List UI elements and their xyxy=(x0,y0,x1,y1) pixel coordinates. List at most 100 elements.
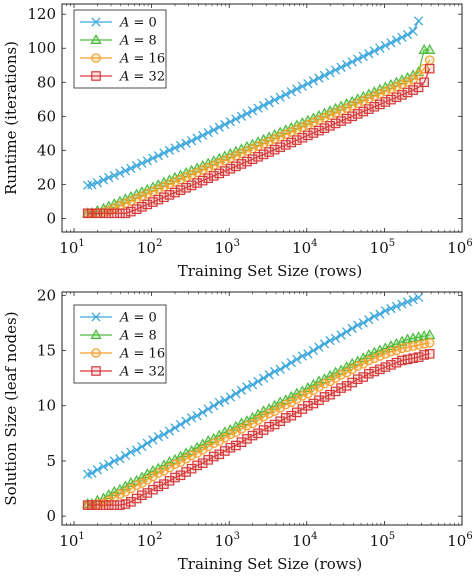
data-point xyxy=(269,419,280,430)
data-point xyxy=(153,184,164,194)
data-point xyxy=(369,353,380,364)
legend-box xyxy=(73,9,167,89)
data-point xyxy=(264,98,274,108)
x-tick-label: 103 xyxy=(214,238,239,257)
data-point xyxy=(402,354,413,365)
data-point xyxy=(397,299,407,309)
data-point xyxy=(197,165,208,175)
data-point xyxy=(319,339,330,349)
data-point xyxy=(325,121,335,131)
data-point xyxy=(364,314,374,325)
data-point xyxy=(303,120,313,130)
data-point xyxy=(192,178,202,188)
series-circle xyxy=(82,337,435,510)
data-point xyxy=(170,143,180,153)
data-point xyxy=(242,156,252,167)
legend-label: A = 8 xyxy=(119,329,157,344)
data-point xyxy=(181,138,191,148)
data-point xyxy=(253,415,263,425)
data-point xyxy=(303,349,313,359)
legend: A = 0 A = 8 A = 16 A = 32 xyxy=(73,304,167,384)
plot-frame xyxy=(61,291,463,526)
data-point xyxy=(175,419,186,430)
data-point xyxy=(380,349,391,359)
data-point xyxy=(131,480,142,491)
data-point xyxy=(92,500,103,510)
data-point xyxy=(275,131,285,142)
data-point xyxy=(336,105,346,116)
data-point xyxy=(170,472,180,483)
data-point xyxy=(424,43,436,54)
data-point xyxy=(242,434,252,444)
data-point xyxy=(175,457,186,467)
data-point xyxy=(231,161,241,172)
data-point xyxy=(258,373,269,383)
data-point xyxy=(208,451,219,462)
data-point xyxy=(347,100,357,111)
data-point xyxy=(137,191,147,202)
data-point xyxy=(225,117,236,127)
data-point xyxy=(286,397,297,408)
data-point xyxy=(186,413,197,423)
data-point xyxy=(192,133,202,143)
data-point xyxy=(225,392,236,402)
x-tick-label: 105 xyxy=(370,531,395,550)
data-point xyxy=(286,137,297,148)
legend-marker xyxy=(91,366,101,376)
data-point xyxy=(319,378,330,389)
data-point xyxy=(408,295,418,305)
data-point xyxy=(115,489,125,499)
data-point xyxy=(314,73,324,83)
data-point xyxy=(419,350,429,360)
x-tick-label: 104 xyxy=(292,531,317,550)
data-point xyxy=(364,49,374,59)
data-point xyxy=(391,35,402,45)
data-point xyxy=(408,353,418,364)
data-point xyxy=(181,172,191,183)
data-point xyxy=(391,92,402,103)
data-point xyxy=(358,372,369,382)
data-point xyxy=(214,397,224,408)
data-point xyxy=(330,118,341,129)
data-point xyxy=(314,115,324,125)
data-point xyxy=(258,149,269,160)
data-point xyxy=(408,85,418,95)
data-point xyxy=(175,185,186,195)
data-point xyxy=(120,208,131,219)
data-point xyxy=(231,150,241,161)
data-point xyxy=(347,364,357,375)
data-point xyxy=(148,186,158,197)
data-point xyxy=(103,208,114,219)
data-point xyxy=(386,84,396,94)
data-point xyxy=(104,459,114,469)
data-point xyxy=(314,382,324,392)
data-point xyxy=(109,170,119,181)
data-point xyxy=(120,487,131,497)
data-point xyxy=(314,125,324,136)
legend-label: A = 0 xyxy=(119,311,157,326)
data-point xyxy=(292,124,302,135)
y-tick-label: 60 xyxy=(37,107,56,125)
data-point xyxy=(236,424,247,434)
data-point xyxy=(308,76,319,86)
data-point xyxy=(280,140,291,150)
legend-entry: A = 0 xyxy=(80,311,157,326)
data-point xyxy=(269,95,280,105)
data-point xyxy=(214,436,225,446)
legend-marker xyxy=(91,17,101,27)
legend-entry: A = 8 xyxy=(80,329,157,344)
x-axis-title: Training Set Size (rows) xyxy=(178,262,362,280)
data-point xyxy=(120,166,131,176)
data-point xyxy=(159,181,169,192)
data-point xyxy=(325,68,335,78)
data-point xyxy=(391,301,402,312)
data-point xyxy=(142,488,153,498)
data-point xyxy=(297,122,308,132)
data-point xyxy=(203,455,213,465)
data-point xyxy=(92,465,103,475)
data-point xyxy=(269,366,280,377)
data-point xyxy=(109,500,120,510)
data-point xyxy=(115,200,125,211)
x-axis-title: Training Set Size (rows) xyxy=(178,555,362,573)
